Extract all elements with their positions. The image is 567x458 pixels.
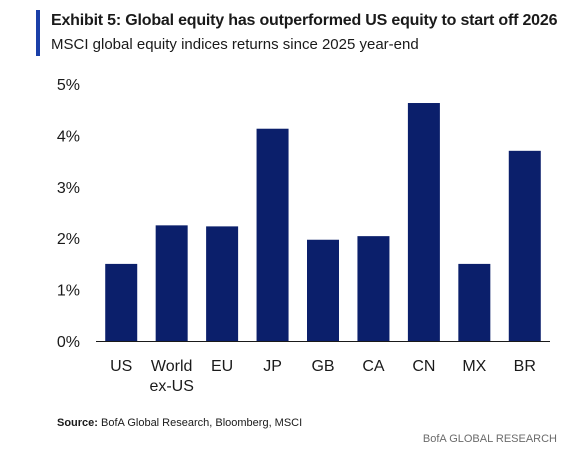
source-note: Source: BofA Global Research, Bloomberg,… xyxy=(57,417,302,429)
bar xyxy=(256,128,289,341)
x-axis: US World ex-US EU JP GB CA CN MX BR xyxy=(110,358,536,395)
bar xyxy=(206,226,239,341)
bar xyxy=(508,150,541,341)
bars xyxy=(105,103,541,341)
bar xyxy=(357,236,390,341)
bar xyxy=(307,239,339,341)
source-text: BofA Global Research, Bloomberg, MSCI xyxy=(101,417,303,429)
y-axis: 0% 1% 2% 3% 4% 5% xyxy=(57,77,80,351)
x-tick-label: CN xyxy=(412,358,435,375)
bar xyxy=(155,225,188,341)
x-tick-label: ex-US xyxy=(149,378,193,395)
brand-label: BofA GLOBAL RESEARCH xyxy=(422,433,557,445)
y-tick-label: 4% xyxy=(57,128,80,145)
x-tick-label: US xyxy=(110,358,132,375)
x-tick-label: World xyxy=(151,358,193,375)
title-accent-bar xyxy=(36,10,40,56)
x-tick-label: MX xyxy=(462,358,486,375)
bar xyxy=(458,263,491,341)
x-tick-label: EU xyxy=(211,358,233,375)
y-tick-label: 2% xyxy=(57,231,80,248)
x-tick-label: BR xyxy=(514,358,536,375)
y-tick-label: 1% xyxy=(57,283,80,300)
bar xyxy=(407,103,440,341)
y-tick-label: 3% xyxy=(57,180,80,197)
chart-subtitle: MSCI global equity indices returns since… xyxy=(51,36,419,53)
y-tick-label: 5% xyxy=(57,77,80,94)
y-tick-label: 0% xyxy=(57,334,80,351)
bar xyxy=(105,263,138,341)
chart-title: Exhibit 5: Global equity has outperforme… xyxy=(51,12,558,29)
x-tick-label: JP xyxy=(263,358,282,375)
source-label: Source: xyxy=(57,417,98,429)
x-tick-label: CA xyxy=(362,358,385,375)
x-tick-label: GB xyxy=(311,358,334,375)
